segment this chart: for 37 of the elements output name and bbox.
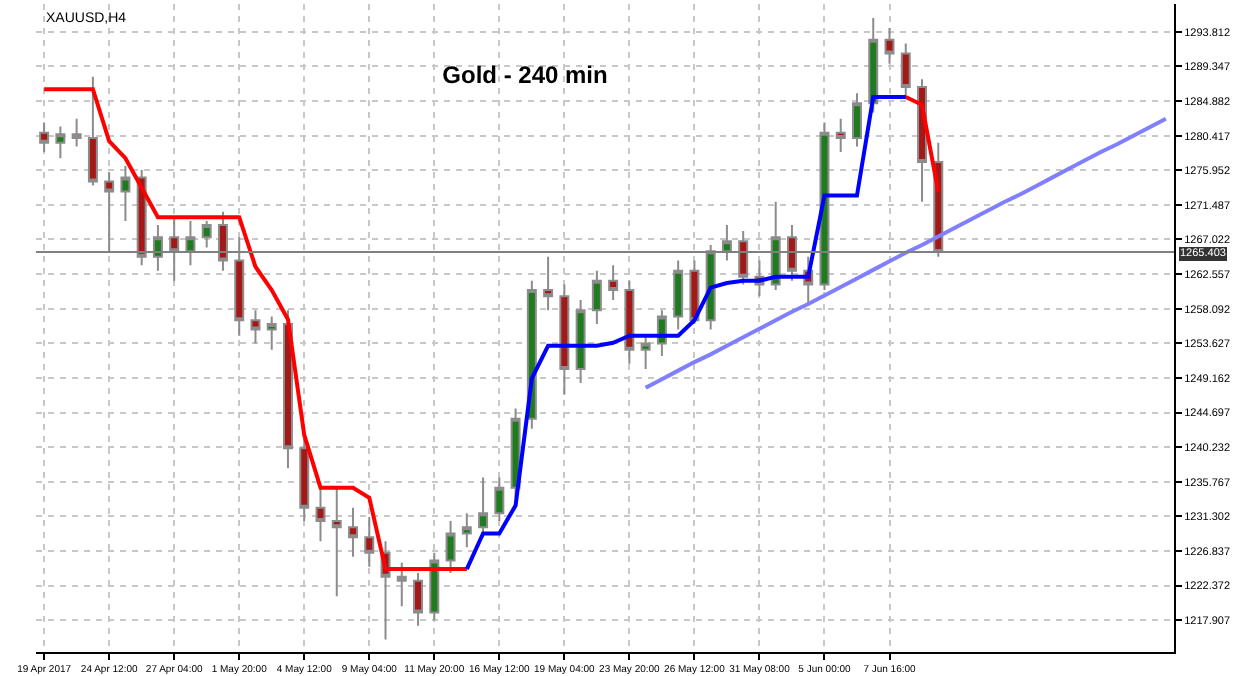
- candlestick: [835, 117, 846, 154]
- candlestick: [315, 486, 326, 543]
- candlestick: [250, 309, 261, 345]
- candlestick: [884, 27, 895, 65]
- candlestick: [900, 42, 911, 100]
- candlestick: [299, 437, 310, 522]
- candlestick: [445, 520, 456, 574]
- candlestick: [71, 117, 82, 148]
- text: Gold - 240 min: [442, 60, 608, 89]
- candlestick: [364, 516, 375, 568]
- candlestick: [591, 269, 602, 326]
- candlestick: [331, 486, 342, 598]
- candlestick: [283, 309, 293, 470]
- candlestick: [413, 571, 424, 627]
- candlestick: [494, 476, 505, 522]
- candlestick: [55, 125, 66, 160]
- candlestick: [673, 259, 684, 331]
- candlestick: [348, 506, 358, 558]
- line-series: [464, 95, 908, 572]
- candlestick: [201, 220, 212, 249]
- candlestick: [559, 283, 570, 396]
- candlestick: [868, 16, 879, 114]
- candlestick: [543, 255, 554, 312]
- candlestick: [852, 92, 862, 148]
- candlestick: [461, 512, 472, 549]
- candlestick: [624, 279, 635, 365]
- candlestick: [640, 334, 651, 371]
- candlestick: [87, 75, 98, 187]
- candlestick: [396, 561, 407, 608]
- candlestick: [120, 165, 131, 223]
- candlestick: [689, 259, 700, 326]
- candlestick: [266, 315, 277, 351]
- candlestick: [39, 121, 50, 154]
- candlestick: [608, 264, 619, 302]
- candlestick: [429, 551, 440, 622]
- line-series: [643, 116, 1168, 390]
- candlestick: [575, 299, 586, 385]
